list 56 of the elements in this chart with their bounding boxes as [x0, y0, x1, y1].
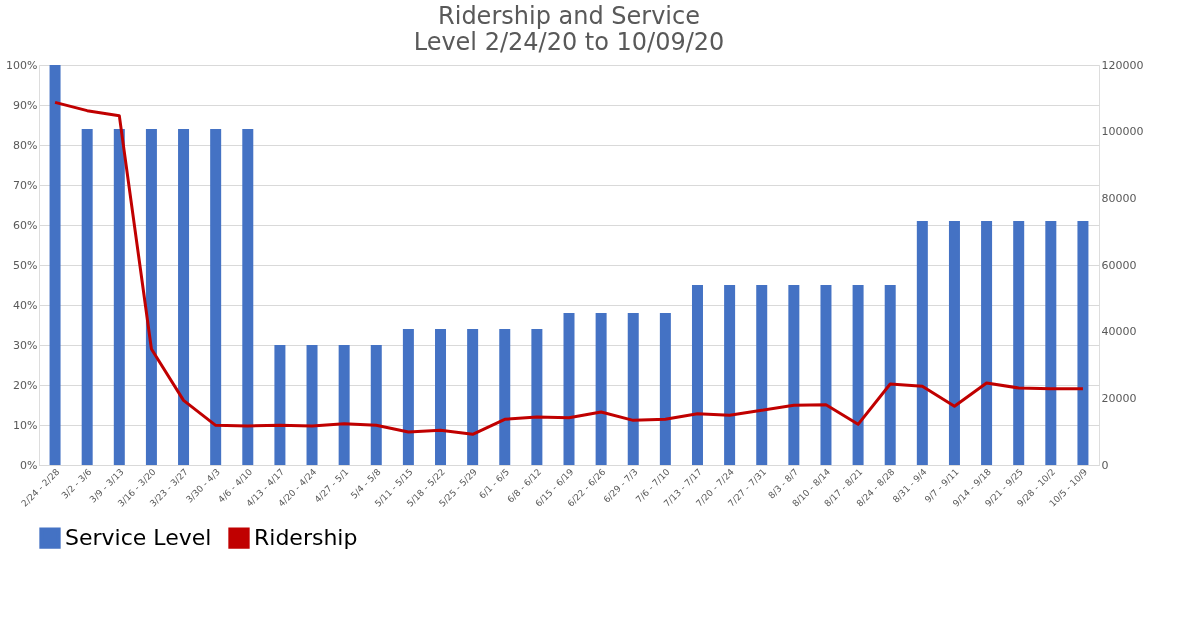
- bar: [981, 221, 993, 465]
- y-tick-label: 10%: [13, 418, 38, 432]
- y-tick-label: 80%: [13, 138, 38, 152]
- y-tick-label: 50%: [13, 258, 38, 272]
- bar: [948, 221, 960, 465]
- bar: [691, 285, 703, 465]
- line-series: [53, 100, 1085, 436]
- y2-tick-label: 120000: [1101, 58, 1144, 72]
- bar: [627, 313, 639, 465]
- bar: [435, 329, 447, 465]
- y-tick-label: 20%: [13, 378, 38, 392]
- y-tick-label: 90%: [13, 98, 38, 112]
- y-tick-label: 100%: [6, 58, 38, 72]
- bar: [1045, 221, 1057, 465]
- bar: [178, 129, 190, 465]
- bar: [852, 285, 864, 465]
- bar: [756, 285, 768, 465]
- bar: [788, 285, 800, 465]
- bar: [467, 329, 479, 465]
- bar: [338, 345, 350, 465]
- bar: [595, 313, 607, 465]
- y2-tick-label: 80000: [1101, 191, 1137, 205]
- bar: [306, 345, 318, 465]
- y2-tick-label: 20000: [1101, 391, 1137, 405]
- bar: [1077, 221, 1089, 465]
- y2-tick-label: 40000: [1101, 325, 1137, 339]
- bar: [820, 285, 832, 465]
- bar: [274, 345, 286, 465]
- y2-tick-label: 0: [1101, 458, 1109, 472]
- bar: [1013, 221, 1025, 465]
- bar: [81, 129, 93, 465]
- bar: [499, 329, 511, 465]
- y-tick-label: 70%: [13, 178, 38, 192]
- bar: [242, 129, 254, 465]
- bar: [659, 313, 671, 465]
- bar: [370, 345, 382, 465]
- bar: [563, 313, 575, 465]
- bar: [49, 65, 61, 465]
- y-tick-label: 0%: [20, 458, 38, 472]
- bar: [884, 285, 896, 465]
- text: Level 2/24/20 to 10/09/20: [413, 28, 725, 56]
- y-tick-label: 40%: [13, 298, 38, 312]
- y2-tick-label: 100000: [1101, 125, 1144, 139]
- bar: [113, 129, 125, 465]
- legend-label: Ridership: [254, 525, 358, 551]
- y2-tick-label: 60000: [1101, 258, 1137, 272]
- bar: [724, 285, 736, 465]
- bar: [145, 129, 157, 465]
- y-tick-label: 60%: [13, 218, 38, 232]
- bar: [531, 329, 543, 465]
- bar: [916, 221, 928, 465]
- bar: [402, 329, 414, 465]
- bar: [210, 129, 222, 465]
- legend-label: Service Level: [65, 525, 212, 551]
- text: Ridership and Service: [438, 2, 700, 30]
- y-tick-label: 30%: [13, 338, 38, 352]
